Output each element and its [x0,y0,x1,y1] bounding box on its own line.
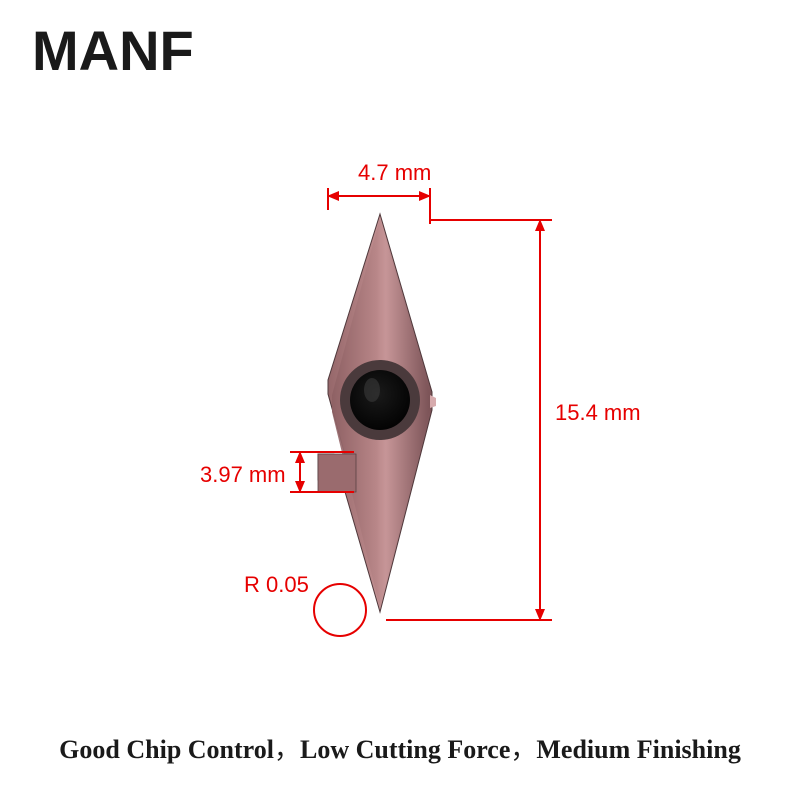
footer-sep-2: ， [510,735,536,764]
footer-seg-1: Good Chip Control [59,735,274,764]
label-thickness: 3.97 mm [200,462,286,488]
footer-seg-3: Medium Finishing [536,735,740,764]
label-width-top: 4.7 mm [358,160,431,186]
insert-part [318,214,436,612]
label-height-right: 15.4 mm [555,400,641,426]
canvas: MANF [0,0,800,800]
dim-radius [314,584,366,636]
footer-sep-1: ， [274,735,300,764]
footer-tagline: Good Chip Control，Low Cutting Force，Medi… [0,729,800,766]
footer-seg-2: Low Cutting Force [300,735,510,764]
diagram-svg [0,0,800,800]
label-radius: R 0.05 [244,572,309,598]
